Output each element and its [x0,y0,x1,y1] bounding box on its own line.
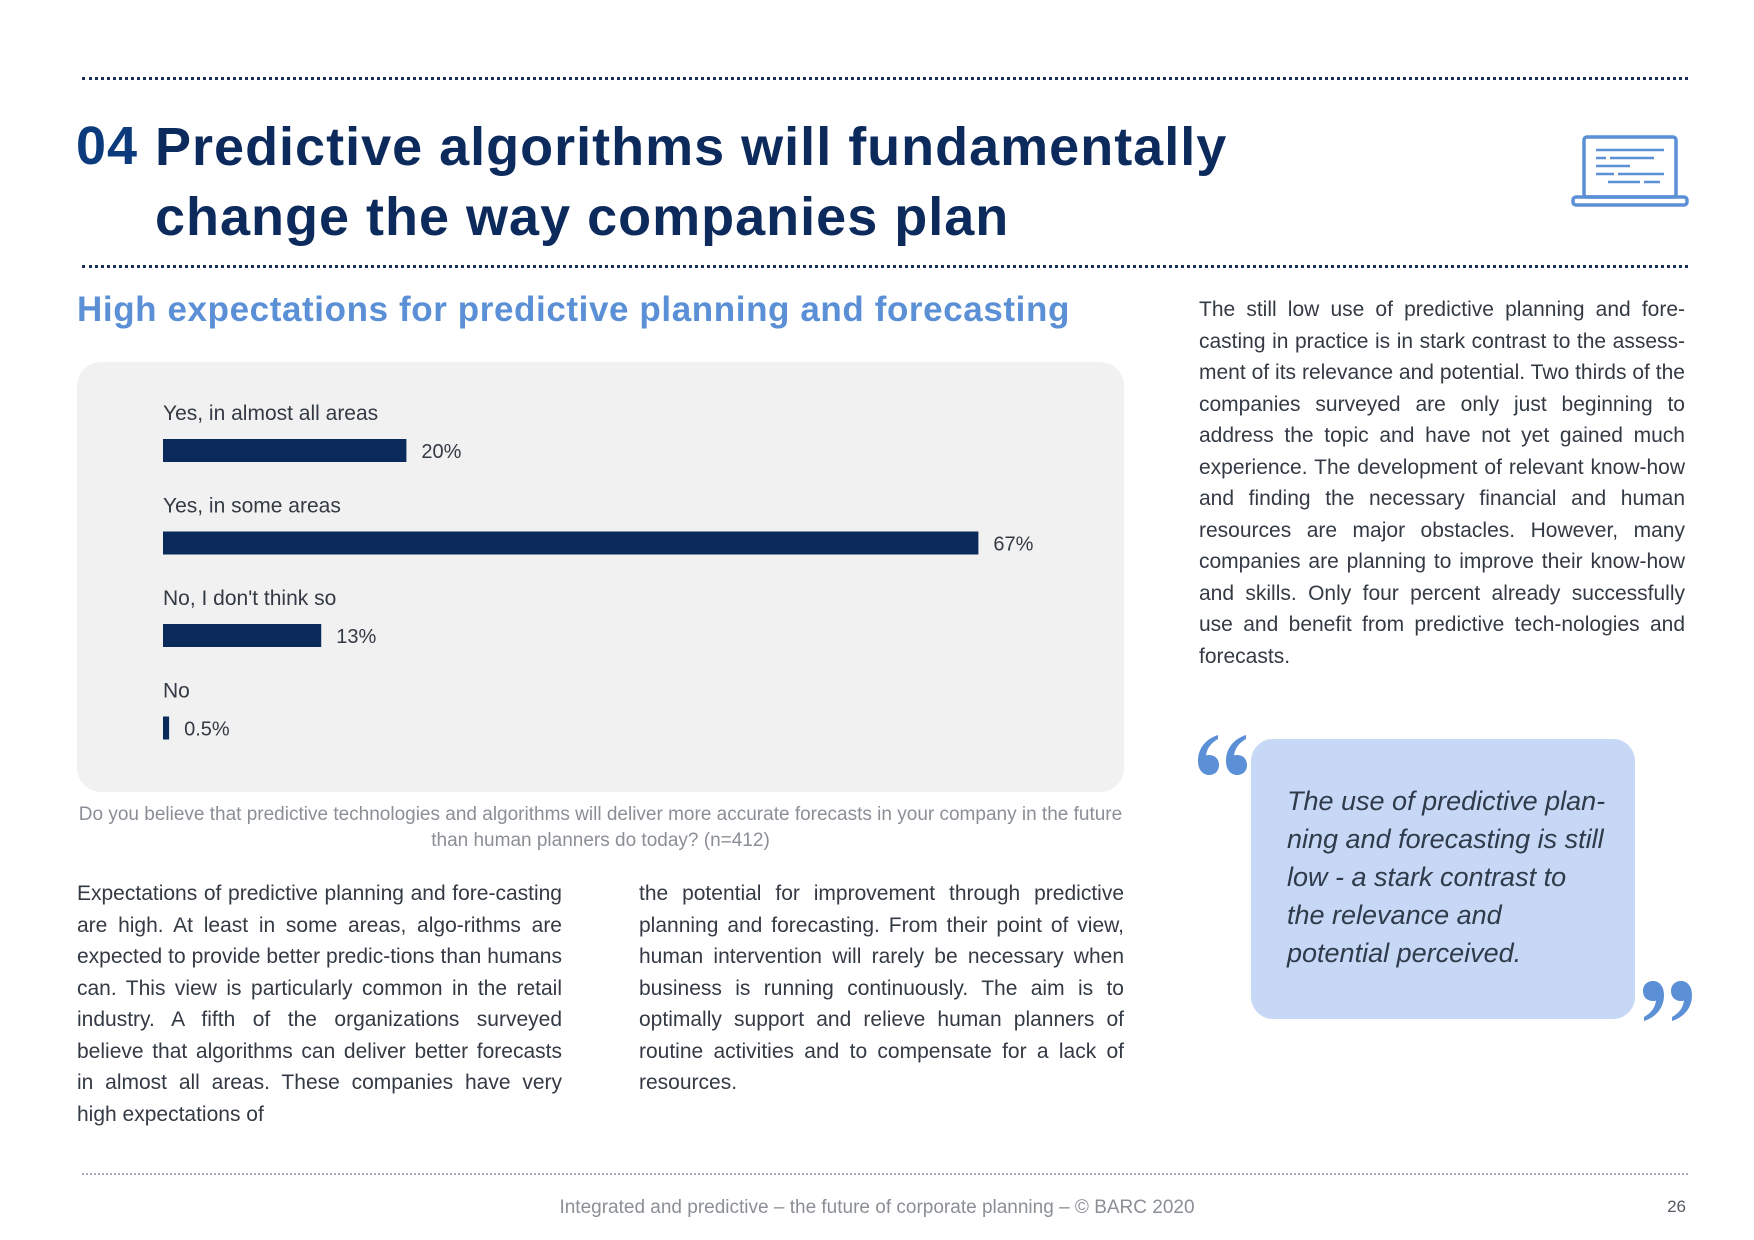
chart-panel: Yes, in almost all areas 20% Yes, in some … [77,362,1124,792]
category-label: Yes, in almost all areas [163,402,378,425]
category-label: Yes, in some areas [163,495,341,518]
bar [163,531,979,555]
chart-caption: Do you believe that predictive technolog… [78,804,1123,851]
category-label: No, I don't think so [163,587,336,610]
bar [163,716,170,740]
top-divider [82,77,1688,80]
body-text-left: Expectations of predictive planning and … [77,882,562,1126]
section-number: 04 [76,116,139,176]
section-subheading: High expectations for predictive plannin… [77,290,1070,329]
title-divider [82,265,1688,268]
value-label: 20% [421,441,461,463]
body-text-middle: the potential for improvement through pr… [639,882,1124,1094]
bar-chart: Yes, in almost all areas 20% Yes, in some … [163,402,1034,741]
laptop-icon [1571,135,1689,207]
page-number: 26 [1667,1197,1686,1216]
value-label: 13% [336,626,376,648]
bar [163,624,322,647]
open-quote-icon [1198,735,1247,775]
pull-quote-box: The use of predictive plan-ning and fore… [1251,739,1635,1019]
pull-quote-text: The use of predictive plan-ning and fore… [1287,786,1606,968]
page-title: Predictive algorithms will fundamentally… [155,117,1228,247]
value-label: 67% [993,534,1033,556]
close-quote-icon [1643,981,1692,1021]
value-label: 0.5% [184,719,230,741]
footer-text: Integrated and predictive – the future o… [559,1197,1195,1218]
bar [163,439,407,462]
footer-divider [82,1173,1688,1175]
category-label: No [163,680,190,703]
body-text-right: The still low use of predictive planning… [1199,298,1685,668]
